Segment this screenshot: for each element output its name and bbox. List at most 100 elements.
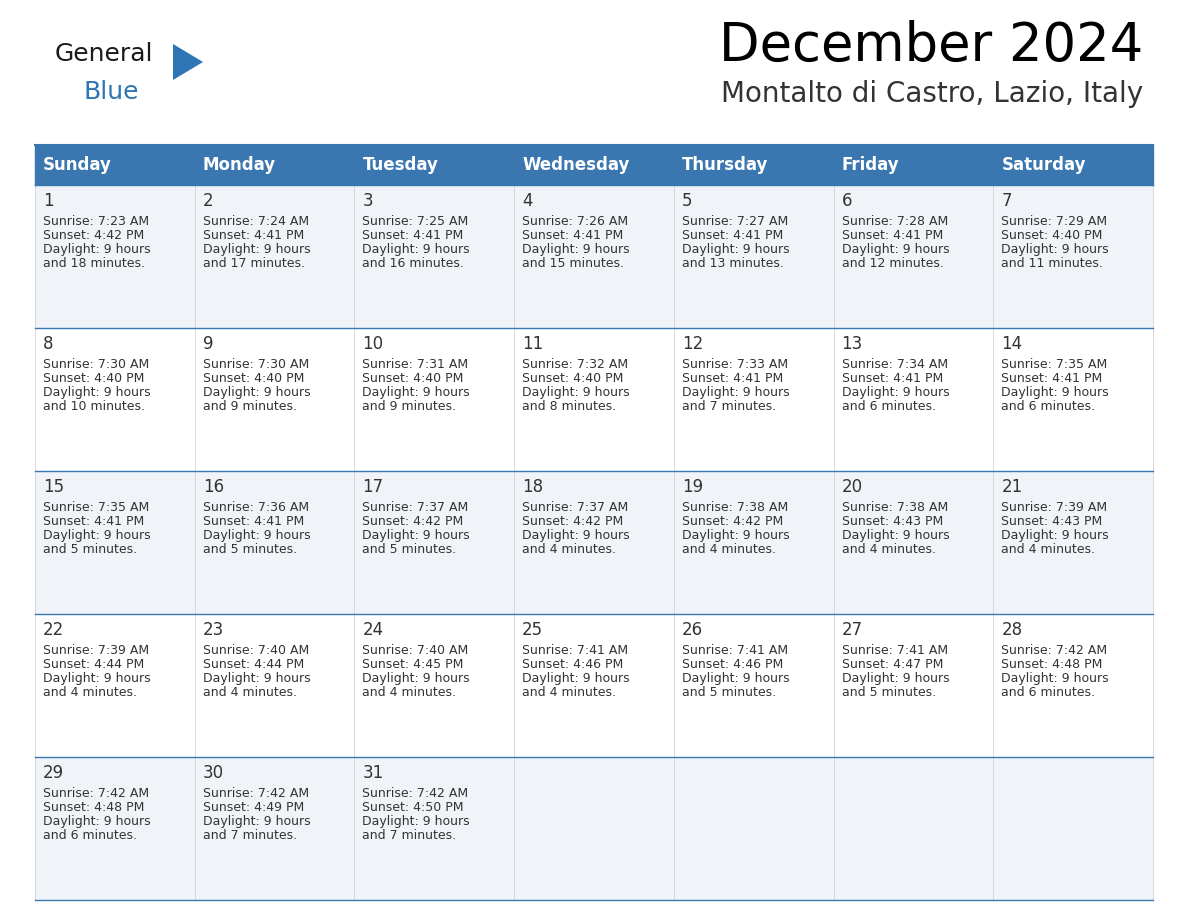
Text: Sunset: 4:41 PM: Sunset: 4:41 PM: [1001, 372, 1102, 385]
Text: General: General: [55, 42, 153, 66]
Text: Sunset: 4:41 PM: Sunset: 4:41 PM: [841, 229, 943, 242]
Text: Sunrise: 7:33 AM: Sunrise: 7:33 AM: [682, 358, 788, 371]
Text: Sunrise: 7:31 AM: Sunrise: 7:31 AM: [362, 358, 468, 371]
Text: Daylight: 9 hours: Daylight: 9 hours: [43, 386, 151, 399]
Bar: [34, 471, 1154, 614]
Text: Sunrise: 7:27 AM: Sunrise: 7:27 AM: [682, 215, 788, 228]
Text: Sunrise: 7:38 AM: Sunrise: 7:38 AM: [682, 501, 788, 514]
Text: Daylight: 9 hours: Daylight: 9 hours: [841, 529, 949, 542]
Text: Daylight: 9 hours: Daylight: 9 hours: [523, 386, 630, 399]
Text: Sunset: 4:48 PM: Sunset: 4:48 PM: [1001, 658, 1102, 671]
Text: Daylight: 9 hours: Daylight: 9 hours: [362, 386, 470, 399]
Text: and 17 minutes.: and 17 minutes.: [203, 257, 304, 270]
Text: 4: 4: [523, 192, 532, 210]
Text: Sunset: 4:41 PM: Sunset: 4:41 PM: [362, 229, 463, 242]
Bar: [34, 185, 1154, 328]
Bar: [34, 614, 1154, 757]
Text: 27: 27: [841, 621, 862, 639]
Text: 15: 15: [43, 478, 64, 496]
Text: Friday: Friday: [841, 156, 899, 174]
Text: and 4 minutes.: and 4 minutes.: [1001, 543, 1095, 556]
Text: and 4 minutes.: and 4 minutes.: [43, 686, 137, 699]
Text: Daylight: 9 hours: Daylight: 9 hours: [362, 672, 470, 685]
Text: and 5 minutes.: and 5 minutes.: [43, 543, 137, 556]
Text: and 5 minutes.: and 5 minutes.: [362, 543, 456, 556]
Bar: [34, 145, 1154, 185]
Text: Daylight: 9 hours: Daylight: 9 hours: [203, 529, 310, 542]
Text: Sunset: 4:42 PM: Sunset: 4:42 PM: [43, 229, 144, 242]
Text: Sunset: 4:41 PM: Sunset: 4:41 PM: [203, 229, 304, 242]
Text: Sunrise: 7:40 AM: Sunrise: 7:40 AM: [203, 644, 309, 657]
Text: 20: 20: [841, 478, 862, 496]
Text: Montalto di Castro, Lazio, Italy: Montalto di Castro, Lazio, Italy: [721, 80, 1143, 108]
Text: Sunrise: 7:42 AM: Sunrise: 7:42 AM: [203, 787, 309, 800]
Text: Daylight: 9 hours: Daylight: 9 hours: [43, 529, 151, 542]
Text: Sunset: 4:43 PM: Sunset: 4:43 PM: [841, 515, 943, 528]
Text: Sunset: 4:49 PM: Sunset: 4:49 PM: [203, 801, 304, 814]
Text: Sunrise: 7:41 AM: Sunrise: 7:41 AM: [682, 644, 788, 657]
Text: and 5 minutes.: and 5 minutes.: [203, 543, 297, 556]
Text: and 6 minutes.: and 6 minutes.: [1001, 686, 1095, 699]
Text: 19: 19: [682, 478, 703, 496]
Text: 12: 12: [682, 335, 703, 353]
Text: Sunset: 4:45 PM: Sunset: 4:45 PM: [362, 658, 463, 671]
Text: Sunset: 4:43 PM: Sunset: 4:43 PM: [1001, 515, 1102, 528]
Text: Daylight: 9 hours: Daylight: 9 hours: [682, 243, 790, 256]
Text: and 15 minutes.: and 15 minutes.: [523, 257, 624, 270]
Text: Sunset: 4:41 PM: Sunset: 4:41 PM: [523, 229, 624, 242]
Text: Daylight: 9 hours: Daylight: 9 hours: [523, 529, 630, 542]
Text: 10: 10: [362, 335, 384, 353]
Text: Sunset: 4:41 PM: Sunset: 4:41 PM: [203, 515, 304, 528]
Text: Sunday: Sunday: [43, 156, 112, 174]
Text: Daylight: 9 hours: Daylight: 9 hours: [841, 243, 949, 256]
Text: Sunset: 4:42 PM: Sunset: 4:42 PM: [523, 515, 624, 528]
Polygon shape: [173, 44, 203, 80]
Text: Sunrise: 7:23 AM: Sunrise: 7:23 AM: [43, 215, 150, 228]
Text: Wednesday: Wednesday: [523, 156, 630, 174]
Text: 29: 29: [43, 764, 64, 782]
Text: Sunset: 4:42 PM: Sunset: 4:42 PM: [682, 515, 783, 528]
Text: 25: 25: [523, 621, 543, 639]
Text: and 8 minutes.: and 8 minutes.: [523, 400, 617, 413]
Text: Sunset: 4:41 PM: Sunset: 4:41 PM: [841, 372, 943, 385]
Text: Sunset: 4:47 PM: Sunset: 4:47 PM: [841, 658, 943, 671]
Text: Sunrise: 7:35 AM: Sunrise: 7:35 AM: [43, 501, 150, 514]
Text: Sunrise: 7:38 AM: Sunrise: 7:38 AM: [841, 501, 948, 514]
Text: Daylight: 9 hours: Daylight: 9 hours: [203, 386, 310, 399]
Text: Sunset: 4:40 PM: Sunset: 4:40 PM: [523, 372, 624, 385]
Text: 30: 30: [203, 764, 223, 782]
Text: 14: 14: [1001, 335, 1023, 353]
Text: Sunset: 4:40 PM: Sunset: 4:40 PM: [1001, 229, 1102, 242]
Text: and 12 minutes.: and 12 minutes.: [841, 257, 943, 270]
Text: Sunset: 4:50 PM: Sunset: 4:50 PM: [362, 801, 465, 814]
Text: Sunrise: 7:26 AM: Sunrise: 7:26 AM: [523, 215, 628, 228]
Text: Daylight: 9 hours: Daylight: 9 hours: [682, 529, 790, 542]
Text: December 2024: December 2024: [719, 20, 1143, 72]
Text: Sunrise: 7:24 AM: Sunrise: 7:24 AM: [203, 215, 309, 228]
Text: 8: 8: [43, 335, 53, 353]
Text: Daylight: 9 hours: Daylight: 9 hours: [1001, 529, 1108, 542]
Text: 6: 6: [841, 192, 852, 210]
Text: Daylight: 9 hours: Daylight: 9 hours: [682, 672, 790, 685]
Text: 26: 26: [682, 621, 703, 639]
Text: Daylight: 9 hours: Daylight: 9 hours: [43, 672, 151, 685]
Text: 7: 7: [1001, 192, 1012, 210]
Bar: [34, 757, 1154, 900]
Text: and 4 minutes.: and 4 minutes.: [203, 686, 297, 699]
Text: Sunrise: 7:25 AM: Sunrise: 7:25 AM: [362, 215, 469, 228]
Text: Sunrise: 7:36 AM: Sunrise: 7:36 AM: [203, 501, 309, 514]
Text: Sunrise: 7:28 AM: Sunrise: 7:28 AM: [841, 215, 948, 228]
Text: Sunset: 4:41 PM: Sunset: 4:41 PM: [682, 229, 783, 242]
Text: and 7 minutes.: and 7 minutes.: [362, 829, 456, 842]
Text: and 4 minutes.: and 4 minutes.: [841, 543, 936, 556]
Text: Sunset: 4:46 PM: Sunset: 4:46 PM: [523, 658, 624, 671]
Text: Sunrise: 7:35 AM: Sunrise: 7:35 AM: [1001, 358, 1107, 371]
Text: 9: 9: [203, 335, 213, 353]
Text: Sunrise: 7:39 AM: Sunrise: 7:39 AM: [1001, 501, 1107, 514]
Text: and 9 minutes.: and 9 minutes.: [203, 400, 297, 413]
Text: Daylight: 9 hours: Daylight: 9 hours: [362, 243, 470, 256]
Text: and 6 minutes.: and 6 minutes.: [43, 829, 137, 842]
Text: 31: 31: [362, 764, 384, 782]
Text: Daylight: 9 hours: Daylight: 9 hours: [362, 529, 470, 542]
Text: Saturday: Saturday: [1001, 156, 1086, 174]
